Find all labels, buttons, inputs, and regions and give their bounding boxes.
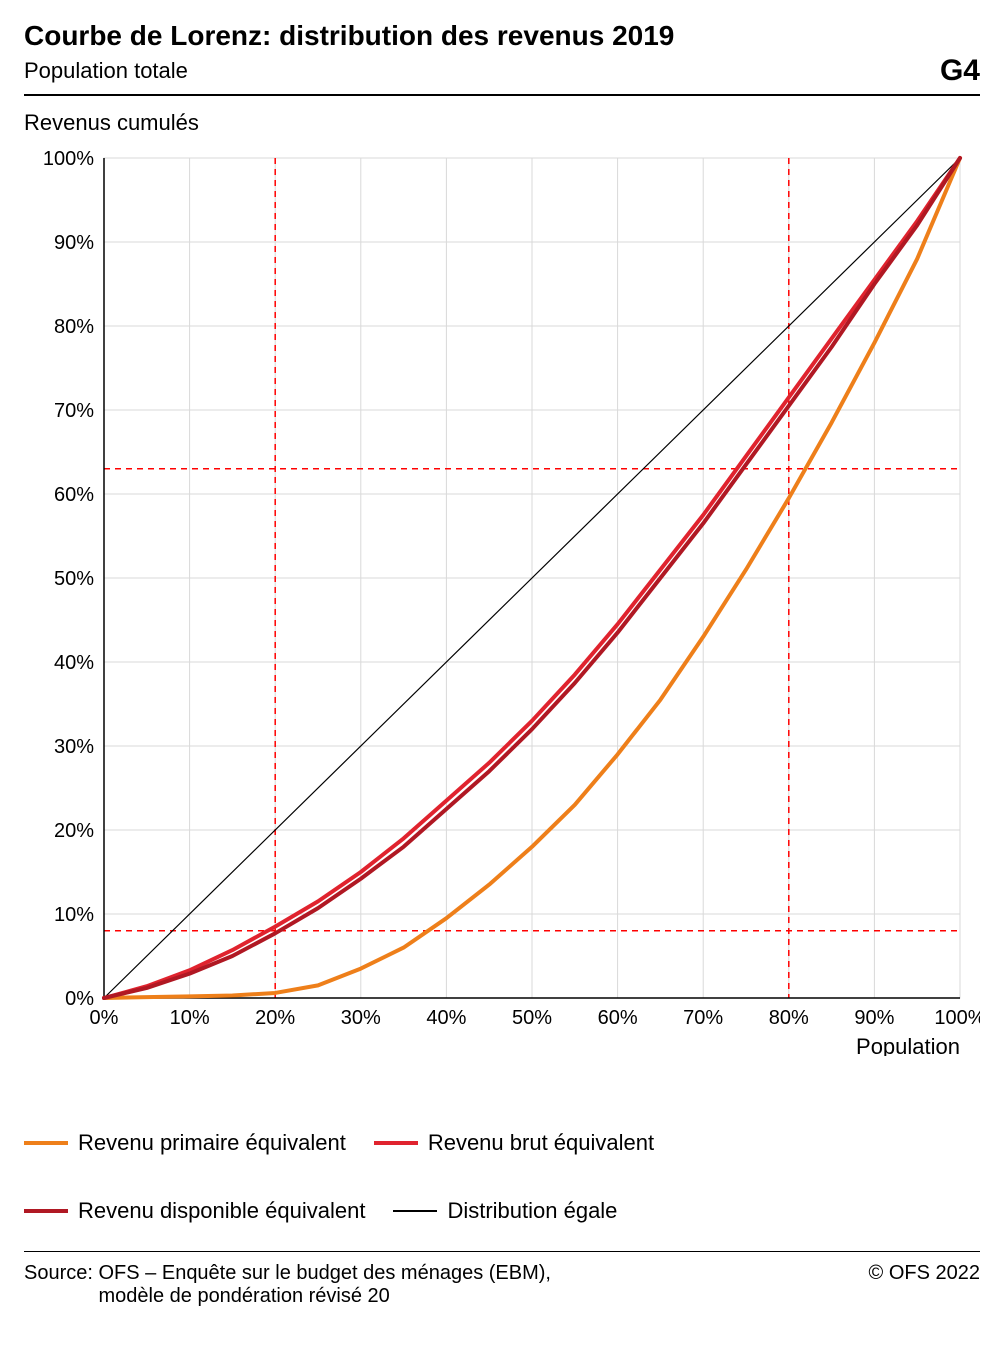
svg-text:100%: 100% [43,148,94,170]
figure-number: G4 [940,54,980,88]
legend-label: Revenu primaire équivalent [78,1121,346,1165]
svg-text:0%: 0% [65,988,94,1010]
legend-swatch [374,1141,418,1145]
chart-footer: Source: OFS – Enquête sur le budget des … [24,1251,980,1308]
source-prefix: Source: [24,1262,93,1284]
chart-title: Courbe de Lorenz: distribution des reven… [24,20,980,52]
source-line1: OFS – Enquête sur le budget des ménages … [99,1262,551,1284]
legend-label: Revenu disponible équivalent [78,1189,365,1233]
chart-header: Courbe de Lorenz: distribution des reven… [24,20,980,96]
svg-text:50%: 50% [54,568,94,590]
lorenz-chart: 0% 10% 20% 30% 40% 50% 60% 70% 80% 90% 100% 0% 10% 20… [24,146,980,1061]
chart-legend: Revenu primaire équivalent Revenu brut éq… [24,1121,980,1233]
legend-item: Revenu disponible équivalent [24,1189,365,1233]
y-axis-title: Revenus cumulés [24,110,980,136]
svg-text:90%: 90% [54,232,94,254]
svg-text:Population: Population [856,1034,960,1056]
svg-text:10%: 10% [170,1007,210,1029]
svg-text:70%: 70% [683,1007,723,1029]
legend-item: Revenu primaire équivalent [24,1121,346,1165]
svg-text:80%: 80% [54,316,94,338]
copyright-text: © OFS 2022 [869,1262,980,1308]
source-text: Source: OFS – Enquête sur le budget des … [24,1262,551,1308]
source-line2: modèle de pondération révisé 20 [98,1285,389,1307]
legend-item: Revenu brut équivalent [374,1121,654,1165]
chart-svg: 0% 10% 20% 30% 40% 50% 60% 70% 80% 90% 100% 0% 10% 20… [24,146,980,1056]
svg-text:10%: 10% [54,904,94,926]
svg-text:50%: 50% [512,1007,552,1029]
legend-swatch [393,1210,437,1212]
svg-text:70%: 70% [54,400,94,422]
svg-text:30%: 30% [54,736,94,758]
svg-text:80%: 80% [769,1007,809,1029]
svg-text:30%: 30% [341,1007,381,1029]
legend-label: Distribution égale [447,1189,617,1233]
svg-text:90%: 90% [854,1007,894,1029]
svg-text:40%: 40% [426,1007,466,1029]
legend-label: Revenu brut équivalent [428,1121,654,1165]
svg-text:20%: 20% [255,1007,295,1029]
svg-text:60%: 60% [54,484,94,506]
svg-text:20%: 20% [54,820,94,842]
legend-swatch [24,1141,68,1145]
legend-swatch [24,1209,68,1213]
svg-text:0%: 0% [90,1007,119,1029]
svg-text:100%: 100% [934,1007,980,1029]
svg-text:60%: 60% [598,1007,638,1029]
svg-text:40%: 40% [54,652,94,674]
legend-item: Distribution égale [393,1189,617,1233]
chart-subtitle: Population totale [24,58,980,84]
